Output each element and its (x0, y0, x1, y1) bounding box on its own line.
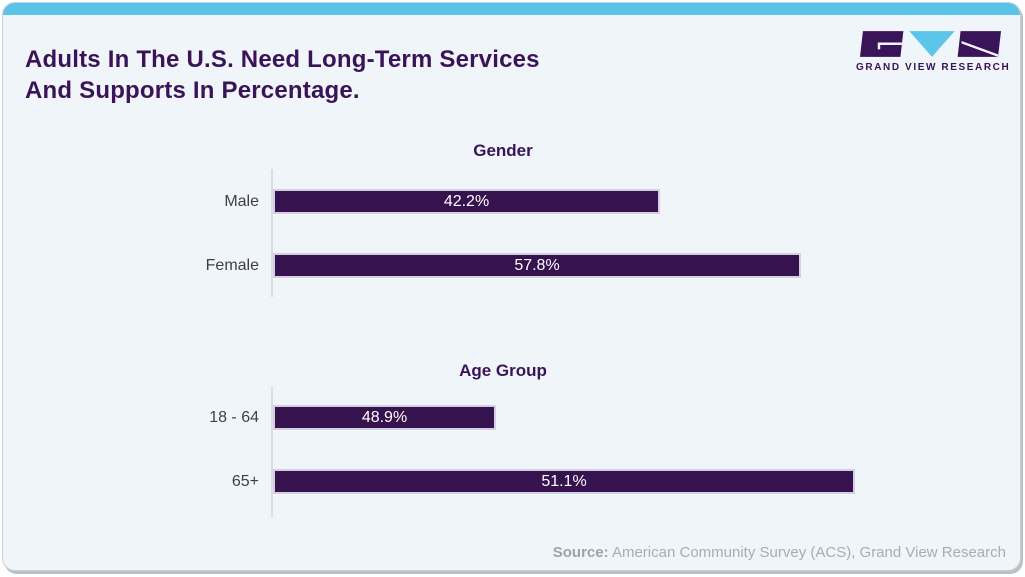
bar-row: Female 57.8% (3, 253, 1013, 278)
bar-row: 18 - 64 48.9% (3, 405, 1013, 430)
page-title-line2: And Supports In Percentage. (25, 77, 360, 105)
plot-area: 18 - 64 48.9% 65+ 51.1% (3, 361, 1013, 531)
gender-chart: Gender Male 42.2% Female 57.8% (3, 141, 1013, 311)
bar: 42.2% (273, 189, 660, 214)
category-label: Male (224, 193, 259, 210)
bar-row: Male 42.2% (3, 189, 1013, 214)
plot-area: Male 42.2% Female 57.8% (3, 141, 1013, 311)
value-label: 48.9% (361, 409, 408, 426)
chart-title: Gender (473, 141, 533, 160)
gvr-r-icon (957, 31, 1001, 57)
value-label: 51.1% (541, 473, 587, 490)
bar: 57.8% (273, 253, 801, 278)
bar: 51.1% (273, 469, 855, 494)
gvr-logo-icon (859, 31, 1001, 57)
value-label: 57.8% (514, 257, 560, 274)
logo-wordmark: GRAND VIEW RESEARCH (856, 62, 1011, 73)
page-title: Adults In The U.S. Need Long-Term Servic… (25, 44, 540, 106)
value-label: 42.2% (443, 193, 490, 210)
source-label: Source: (552, 544, 609, 561)
y-axis-line (271, 387, 273, 517)
bar-row: 65+ 51.1% (3, 469, 1013, 494)
chart-title: Age Group (459, 361, 547, 380)
gvr-g-notch (877, 42, 902, 50)
category-label: 18 - 64 (209, 409, 259, 426)
source-note: Source: American Community Survey (ACS),… (553, 544, 1006, 561)
y-axis-line (271, 169, 273, 297)
page-title-line1: Adults In The U.S. Need Long-Term Servic… (25, 46, 540, 74)
category-label: Female (205, 257, 259, 274)
category-label: 65+ (231, 473, 259, 490)
source-text: American Community Survey (ACS), Grand V… (608, 544, 1006, 561)
gvr-v-icon (908, 31, 955, 57)
card-accent-bar (3, 3, 1020, 15)
grand-view-research-logo: GRAND VIEW RESEARCH (856, 30, 1011, 73)
age-group-chart: Age Group 18 - 64 48.9% 65+ 51.1% (3, 361, 1013, 531)
gvr-r-leg (961, 41, 998, 57)
bar: 48.9% (273, 405, 496, 430)
